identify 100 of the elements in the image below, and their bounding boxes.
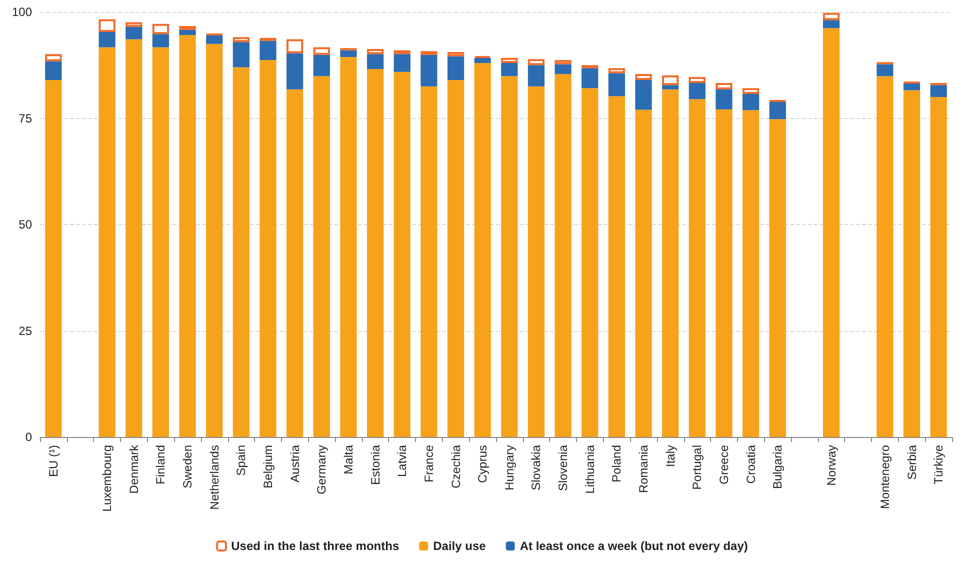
bar [232, 67, 250, 437]
x-tick-label: Türkiye [932, 444, 946, 484]
bar [313, 76, 330, 437]
bar [340, 50, 357, 58]
bar [822, 12, 840, 20]
bar [260, 40, 276, 60]
bar [98, 19, 116, 32]
bar [45, 80, 62, 437]
x-tick-label: Sweden [180, 445, 195, 488]
bar [876, 76, 894, 437]
legend-label: At least once a week (but not every day) [520, 539, 748, 553]
bar [286, 53, 304, 90]
bar [635, 74, 652, 80]
bar [394, 54, 410, 72]
legend-label: Daily use [433, 539, 486, 553]
bar [554, 64, 572, 74]
bar [608, 73, 626, 96]
bar [232, 37, 250, 42]
bar [394, 72, 410, 437]
bar [501, 58, 518, 63]
bar [286, 39, 304, 54]
bar [501, 63, 518, 76]
bar [260, 60, 276, 437]
bar [447, 56, 464, 80]
bar [769, 119, 786, 437]
y-tick-label: 75 [18, 111, 32, 126]
bar [742, 88, 760, 94]
bar [366, 54, 384, 69]
x-tick-label: Germany [314, 445, 329, 494]
bar [98, 32, 116, 48]
x-tick-label: Romania [636, 444, 651, 494]
bar [742, 110, 760, 437]
bar [688, 82, 706, 100]
bar [716, 109, 732, 437]
bar [903, 82, 920, 90]
bar [45, 61, 62, 80]
bar [822, 20, 840, 28]
x-tick-label: Serbia [904, 444, 919, 480]
bar [126, 22, 142, 27]
bar [206, 44, 223, 437]
bar [716, 82, 732, 90]
bar [662, 75, 679, 86]
y-tick-label: 50 [18, 218, 32, 232]
bar [501, 76, 518, 437]
bar [152, 47, 170, 437]
bar [152, 34, 170, 48]
bar [662, 89, 679, 437]
x-tick-label: Latvia [395, 444, 410, 478]
x-tick-label: Estonia [368, 444, 382, 486]
x-tick-label: Netherlands [207, 445, 222, 510]
x-tick-label: Poland [610, 445, 624, 482]
bar [474, 58, 491, 63]
bar [474, 63, 491, 437]
x-tick-label: Malta [341, 444, 356, 474]
bar [447, 80, 464, 437]
x-tick-label: Cyprus [476, 445, 490, 484]
y-tick-label: 25 [18, 324, 32, 338]
bar [313, 54, 330, 76]
bar [528, 59, 545, 66]
bar [126, 39, 142, 437]
bar [582, 68, 598, 88]
bar [635, 110, 652, 437]
x-tick-label: Croatia [744, 444, 758, 484]
bar [662, 85, 679, 90]
bar [688, 99, 706, 437]
bar [447, 52, 464, 56]
bar [608, 96, 626, 437]
bar [313, 47, 330, 55]
bar [769, 101, 786, 120]
bar [286, 89, 304, 437]
bar [98, 47, 116, 437]
x-tick-label: Italy [663, 445, 678, 468]
bar [822, 28, 840, 437]
x-tick-label: Montenegro [878, 444, 892, 510]
bar [232, 42, 250, 68]
y-tick-label: 0 [25, 430, 32, 444]
x-tick-label: Czechia [448, 444, 463, 488]
bar [366, 48, 384, 54]
bar [528, 86, 545, 437]
bar [930, 85, 947, 97]
bar [206, 34, 223, 44]
bar [420, 86, 438, 437]
bar [340, 57, 357, 437]
bar [635, 80, 652, 110]
x-tick-label: Austria [288, 444, 302, 482]
bar [420, 54, 438, 86]
x-tick-label: France [422, 444, 436, 482]
bar [179, 34, 196, 437]
bar [179, 30, 196, 35]
bar [366, 68, 384, 437]
x-tick-label: Hungary [502, 445, 516, 490]
bar [903, 90, 920, 437]
x-tick-label: Portugal [690, 445, 704, 490]
x-tick-label: Spain [234, 445, 248, 476]
x-tick-label: Slovenia [556, 444, 570, 492]
bar [742, 94, 760, 110]
bar [554, 60, 572, 64]
bar [554, 74, 572, 437]
x-tick-label: Luxembourg [100, 445, 114, 512]
y-tick-label: 100 [12, 5, 32, 19]
